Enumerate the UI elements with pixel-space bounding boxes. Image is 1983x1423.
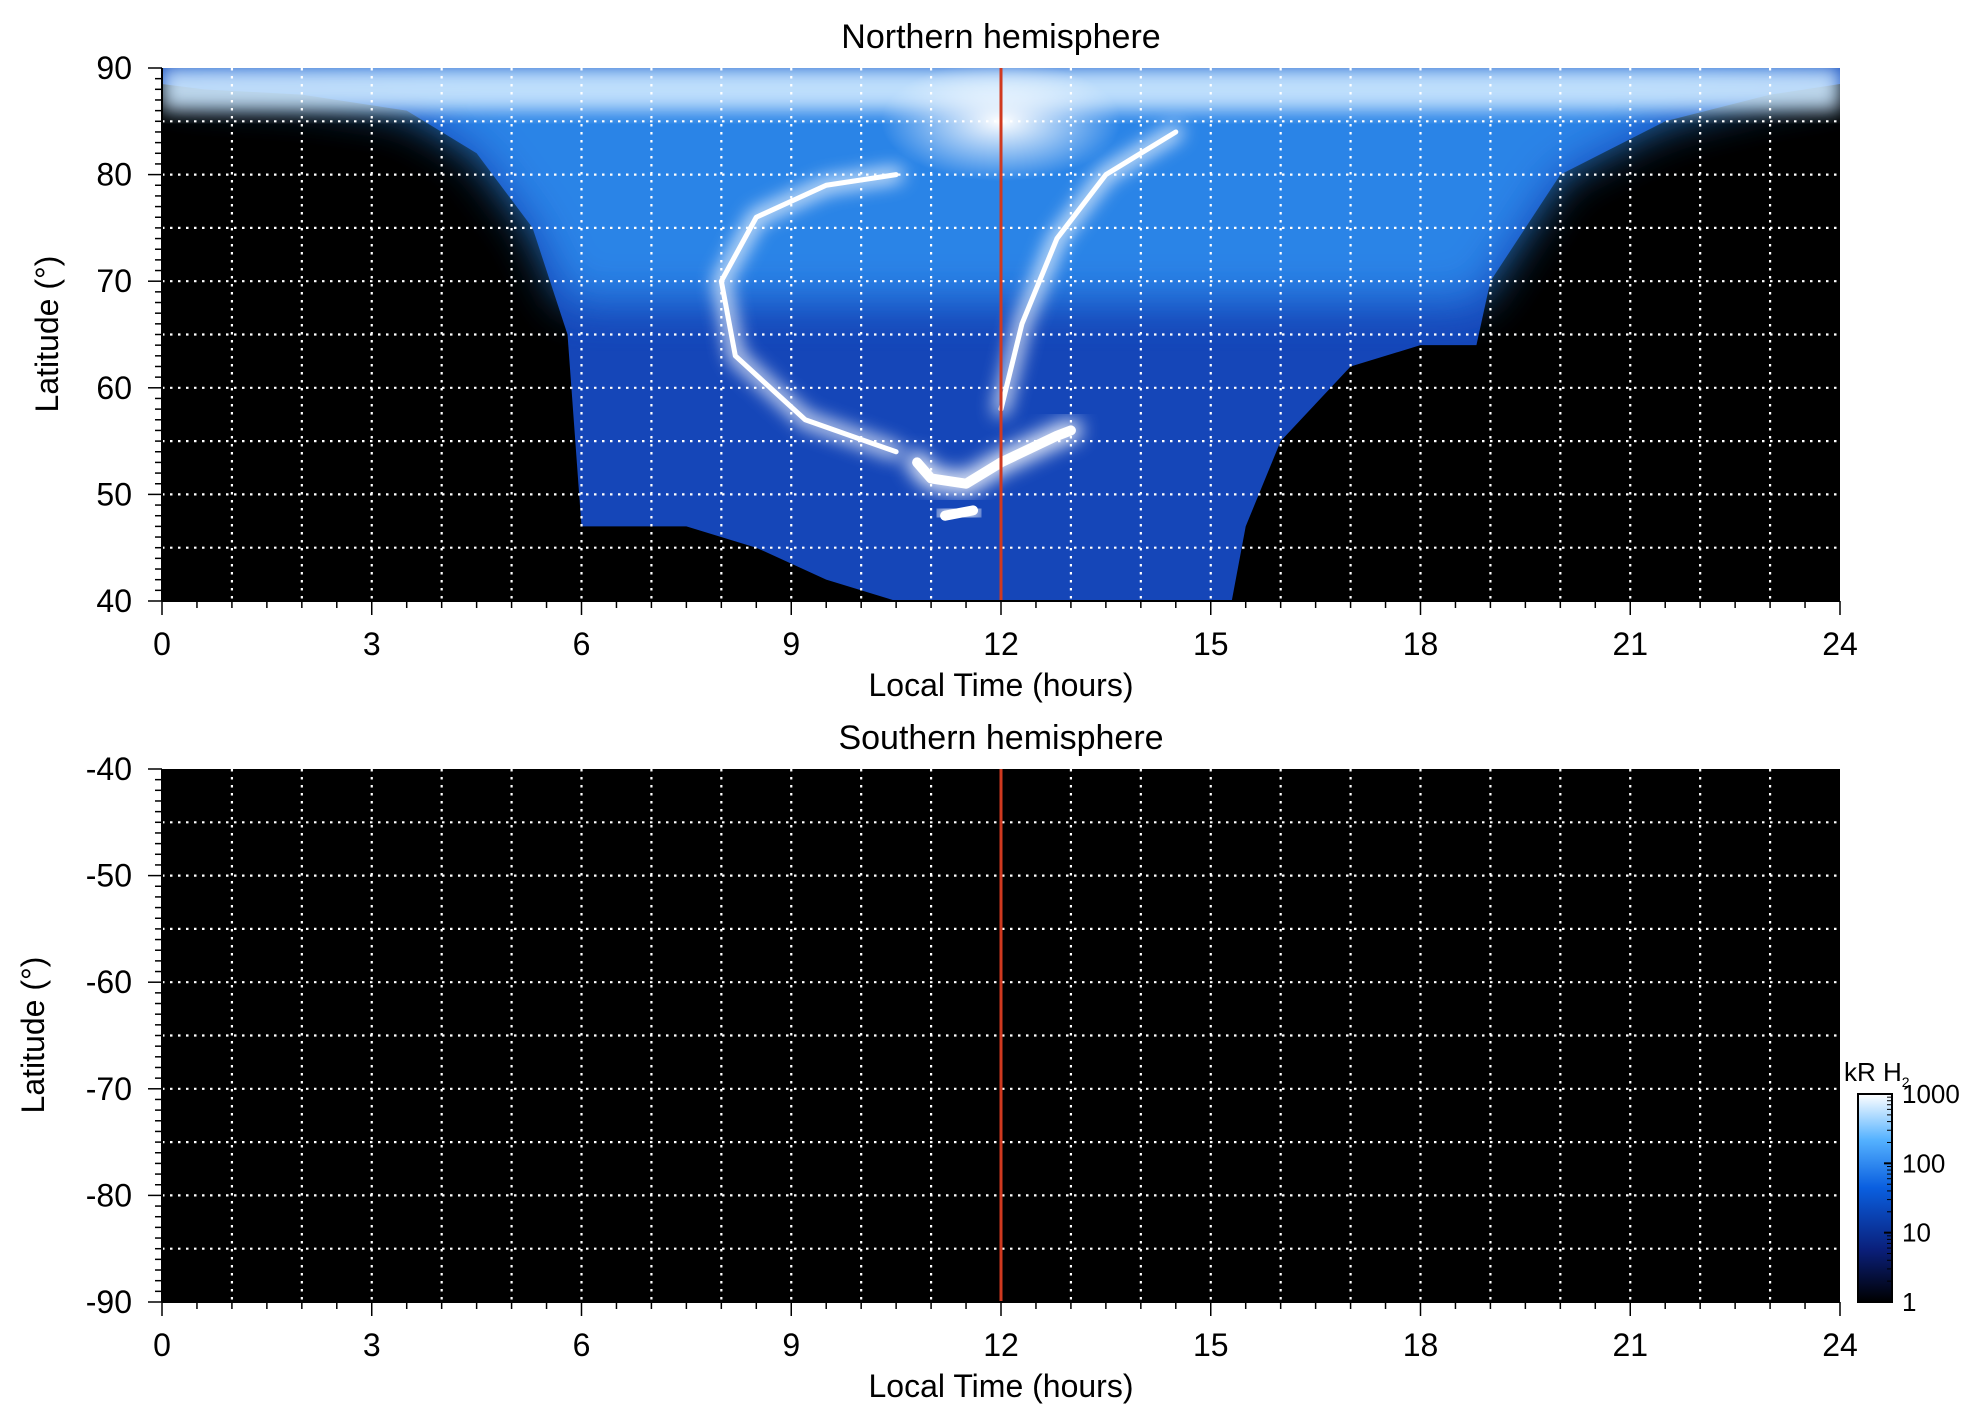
south-x-tick-labels: 0 3 6 9 12 15 18 21 24 (153, 1327, 1858, 1363)
north-x-tick-labels: 0 3 6 9 12 15 18 21 24 (153, 626, 1858, 662)
colorbar-tick-label: 10 (1902, 1218, 1931, 1248)
x-tick-label: 18 (1403, 1327, 1439, 1363)
colorbar-gradient (1857, 1093, 1893, 1303)
x-tick-label: 12 (983, 626, 1019, 662)
y-tick-label: -70 (86, 1071, 132, 1107)
y-tick-label: 40 (96, 583, 132, 619)
south-axes (148, 768, 1841, 1316)
north-y-axis-label: Latitude (°) (29, 256, 65, 413)
x-tick-label: 18 (1403, 626, 1439, 662)
north-title: Northern hemisphere (841, 18, 1160, 56)
colorbar-ticks: 1 10 100 1000 (1884, 1079, 1960, 1317)
y-tick-label: -40 (86, 751, 132, 787)
south-y-axis-label: Latitude (°) (15, 957, 51, 1114)
x-tick-label: 0 (153, 626, 171, 662)
colorbar-unit-label: kR H2 (1844, 1057, 1910, 1090)
x-tick-label: 9 (782, 1327, 800, 1363)
main-oval-dawn-arc-core (718, 172, 899, 455)
x-tick-label: 3 (363, 626, 381, 662)
north-x-axis-label: Local Time (hours) (869, 667, 1134, 703)
x-tick-label: 21 (1612, 626, 1648, 662)
south-y-tick-labels: -90 -80 -70 -60 -50 -40 (86, 751, 132, 1320)
south-panel: Southern hemisphere 0 3 6 9 12 15 18 21 24 -90 -8… (15, 719, 1858, 1404)
y-tick-label: -50 (86, 858, 132, 894)
y-tick-label: 60 (96, 370, 132, 406)
x-tick-label: 24 (1822, 1327, 1858, 1363)
colorbar-tick-label: 1000 (1902, 1079, 1960, 1109)
south-title: Southern hemisphere (838, 719, 1163, 757)
north-y-tick-labels: 40 50 60 70 80 90 (96, 50, 132, 619)
north-panel: Northern hemisphere 0 3 6 9 12 15 18 21 24 40 50 6… (29, 18, 1858, 703)
y-tick-label: 50 (96, 476, 132, 512)
y-tick-label: -80 (86, 1177, 132, 1213)
dusk-arc-core (998, 129, 1179, 412)
x-tick-label: 21 (1612, 1327, 1648, 1363)
colorbar-unit-subscript: 2 (1902, 1074, 1910, 1090)
x-tick-label: 6 (573, 1327, 591, 1363)
colorbar-tick-label: 100 (1902, 1148, 1945, 1178)
y-tick-label: -60 (86, 964, 132, 1000)
x-tick-label: 3 (363, 1327, 381, 1363)
x-tick-label: 0 (153, 1327, 171, 1363)
x-tick-label: 9 (782, 626, 800, 662)
colorbar: kR H2 1 10 100 1000 (1844, 1057, 1960, 1317)
x-tick-label: 15 (1193, 1327, 1229, 1363)
colorbar-unit-main: kR H (1844, 1057, 1902, 1087)
x-tick-label: 24 (1822, 626, 1858, 662)
north-aurora-features (162, 68, 1840, 527)
x-tick-label: 15 (1193, 626, 1229, 662)
lower-spot-core (940, 505, 979, 521)
dayside-spot-core (912, 425, 1076, 489)
y-tick-label: -90 (86, 1284, 132, 1320)
x-tick-label: 12 (983, 1327, 1019, 1363)
y-tick-label: 70 (96, 263, 132, 299)
y-tick-label: 80 (96, 157, 132, 193)
south-x-axis-label: Local Time (hours) (869, 1368, 1134, 1404)
x-tick-label: 6 (573, 626, 591, 662)
colorbar-tick-label: 1 (1902, 1287, 1916, 1317)
y-tick-label: 90 (96, 50, 132, 86)
north-axes (148, 67, 1841, 615)
